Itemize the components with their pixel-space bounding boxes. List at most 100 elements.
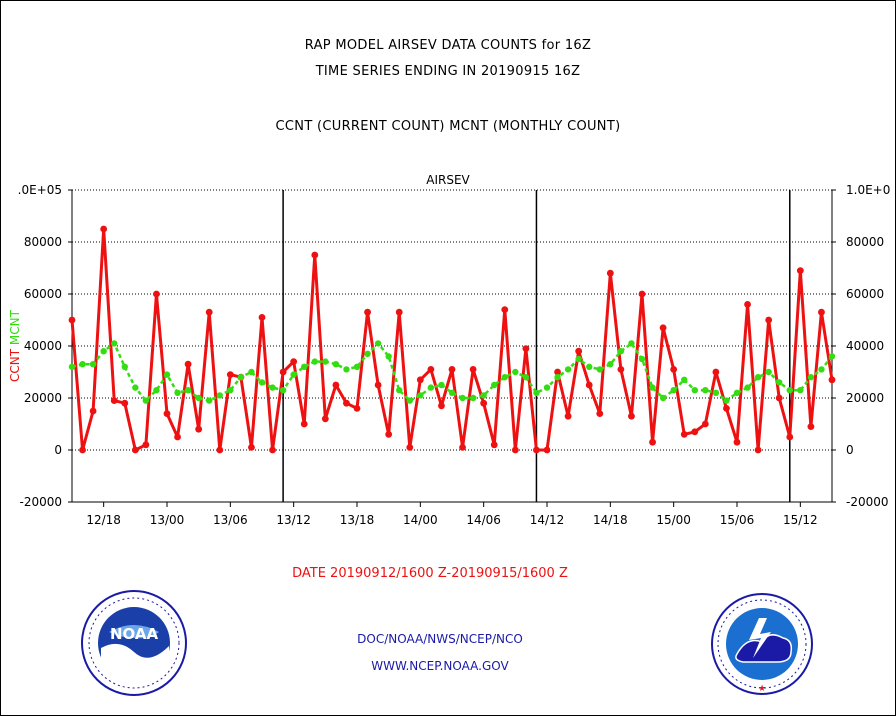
data-point-mcnt: [385, 353, 392, 360]
data-point-mcnt: [765, 368, 772, 376]
y-tick-label-right: -20000: [846, 495, 889, 509]
data-point-ccnt: [311, 251, 319, 259]
y-axis-label-mcnt: MCNT: [8, 309, 22, 349]
y-tick-label-right: 80000: [846, 235, 884, 249]
data-point-mcnt: [427, 384, 435, 391]
data-point-ccnt: [174, 433, 181, 441]
data-point-ccnt: [659, 324, 667, 332]
data-point-mcnt: [512, 368, 519, 376]
chart-title-line2: TIME SERIES ENDING IN 20190915 16Z: [315, 64, 581, 79]
data-point-mcnt: [712, 389, 720, 396]
data-point-ccnt: [195, 425, 203, 433]
data-point-mcnt: [575, 355, 582, 363]
data-point-ccnt: [153, 290, 160, 298]
data-point-mcnt: [723, 397, 730, 404]
date-range-label: DATE 20190912/1600 Z-20190915/1600 Z: [292, 566, 568, 581]
data-point-mcnt: [100, 348, 107, 355]
data-point-ccnt: [501, 306, 509, 313]
data-point-ccnt: [395, 308, 403, 316]
data-point-ccnt: [332, 381, 340, 389]
data-point-mcnt: [522, 374, 530, 381]
data-point-ccnt: [184, 360, 192, 368]
data-point-ccnt: [448, 366, 456, 373]
series-layer: [68, 225, 836, 454]
data-point-mcnt: [227, 387, 234, 394]
x-tick-label: 13/18: [340, 513, 375, 527]
data-point-ccnt: [575, 347, 583, 355]
data-point-mcnt: [501, 374, 508, 381]
data-point-ccnt: [216, 446, 224, 454]
data-point-ccnt: [142, 441, 150, 449]
data-point-mcnt: [469, 394, 477, 402]
data-point-mcnt: [195, 394, 202, 402]
data-point-ccnt: [121, 399, 129, 407]
y-tick-label-right: 20000: [846, 391, 884, 405]
data-point-mcnt: [776, 379, 783, 386]
data-point-ccnt: [300, 420, 308, 428]
data-point-ccnt: [353, 405, 361, 412]
data-point-ccnt: [585, 381, 593, 389]
data-point-mcnt: [121, 363, 128, 370]
data-point-mcnt: [216, 392, 223, 399]
data-point-mcnt: [459, 394, 466, 402]
data-point-ccnt: [79, 446, 86, 454]
plot-title: AIRSEV: [426, 173, 470, 187]
y-tick-label-right: 1.0E+0: [846, 183, 890, 197]
x-tick-label: 14/00: [403, 513, 438, 527]
data-point-mcnt: [607, 361, 614, 368]
data-point-ccnt: [807, 423, 815, 430]
data-point-ccnt: [469, 366, 477, 373]
y-tick-label-left: 20000: [24, 391, 62, 405]
data-point-ccnt: [100, 225, 108, 233]
data-point-mcnt: [237, 374, 245, 381]
data-point-mcnt: [364, 350, 371, 357]
data-point-mcnt: [543, 384, 551, 391]
data-point-ccnt: [490, 441, 498, 449]
data-point-ccnt: [818, 308, 825, 316]
x-tick-label: 15/06: [720, 513, 755, 527]
data-point-mcnt: [617, 348, 625, 355]
data-point-mcnt: [438, 381, 445, 389]
data-point-mcnt: [649, 384, 656, 391]
data-point-mcnt: [343, 366, 350, 373]
y-tick-label-right: 40000: [846, 339, 884, 353]
y-tick-label-left: 40000: [24, 339, 62, 353]
data-point-mcnt: [417, 392, 424, 399]
data-point-mcnt: [744, 384, 751, 391]
y-tick-label-right: 60000: [846, 287, 884, 301]
data-point-ccnt: [374, 381, 382, 389]
data-point-mcnt: [691, 387, 698, 394]
data-point-mcnt: [142, 397, 150, 404]
y-axis-label-text: CCNT MCNT: [8, 309, 22, 382]
url-link[interactable]: WWW.NCEP.NOAA.GOV: [371, 659, 509, 673]
data-point-ccnt: [480, 399, 488, 407]
y-tick-label-left: 0: [54, 443, 62, 457]
data-point-ccnt: [733, 438, 741, 446]
data-point-mcnt: [111, 340, 118, 347]
data-point-mcnt: [564, 366, 572, 373]
grid-layer: [72, 189, 832, 502]
data-point-mcnt: [184, 387, 192, 394]
data-point-mcnt: [480, 392, 487, 399]
data-point-mcnt: [554, 374, 561, 381]
data-point-ccnt: [617, 366, 625, 373]
data-point-mcnt: [163, 371, 171, 378]
data-point-ccnt: [511, 446, 519, 454]
y-tick-label-right: 0: [846, 443, 854, 457]
data-point-ccnt: [269, 446, 276, 454]
data-point-mcnt: [702, 387, 709, 394]
x-tick-label: 13/12: [276, 513, 311, 527]
data-point-mcnt: [153, 387, 160, 394]
data-point-ccnt: [596, 410, 604, 417]
data-point-mcnt: [733, 389, 741, 396]
data-point-mcnt: [353, 363, 361, 370]
data-point-ccnt: [205, 308, 213, 316]
data-point-ccnt: [343, 399, 350, 407]
data-point-mcnt: [132, 384, 139, 391]
data-point-ccnt: [279, 368, 287, 376]
data-point-mcnt: [491, 381, 498, 389]
data-point-ccnt: [385, 431, 393, 438]
data-point-mcnt: [396, 387, 403, 394]
chart-title-line1: RAP MODEL AIRSEV DATA COUNTS for 16Z: [304, 38, 592, 53]
